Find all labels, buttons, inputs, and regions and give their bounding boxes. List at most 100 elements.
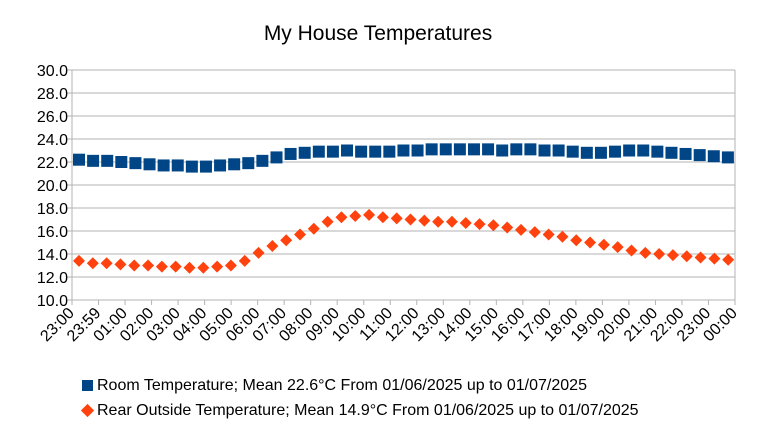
outside-temperature-point: [694, 251, 707, 264]
outside-temperature-point: [722, 253, 735, 266]
y-tick-label: 26.0: [37, 109, 68, 126]
outside-temperature-point: [183, 261, 196, 274]
outside-temperature-point: [349, 210, 362, 223]
outside-temperature-point: [625, 244, 638, 257]
y-axis: 10.0 12.0 14.0 16.0 18.0 20.0 22.0 24.0 26.0 28.0…: [37, 63, 72, 310]
outside-temperature-point: [445, 215, 458, 228]
room-temperature-point: [73, 153, 85, 166]
outside-temperature-point: [501, 221, 514, 234]
legend: Room Temperature; Mean 22.6°C From 01/06…: [80, 373, 639, 423]
y-tick-label: 16.0: [37, 224, 68, 241]
outside-temperature-point: [708, 252, 721, 265]
outside-temperature-point: [418, 214, 431, 227]
room-temperature-point: [721, 151, 734, 164]
room-temperature-point: [199, 160, 212, 173]
room-temperature-point: [355, 145, 368, 158]
outside-temperature-point: [653, 248, 666, 260]
room-temperature-point: [510, 143, 523, 156]
room-temperature-point: [326, 145, 339, 158]
room-temperature-point: [651, 145, 664, 158]
outside-temperature-point: [639, 246, 652, 259]
outside-temperature-point: [266, 239, 279, 252]
outside-temperature-point: [376, 211, 389, 224]
room-temperature-point: [609, 145, 622, 158]
outside-temperature-point: [680, 250, 693, 263]
room-temperature-point: [284, 147, 297, 160]
room-temperature-point: [453, 143, 466, 156]
y-tick-label: 30.0: [37, 63, 68, 80]
legend-diamond-marker: [80, 403, 95, 418]
outside-temperature-point: [252, 246, 265, 259]
room-temperature-point: [115, 156, 128, 168]
room-temperature-point: [594, 146, 607, 159]
y-tick-label: 12.0: [37, 270, 68, 287]
y-tick-label: 14.0: [37, 247, 68, 264]
y-tick-label: 22.0: [37, 155, 68, 172]
room-temperature-point: [143, 158, 156, 171]
outside-temperature-point: [211, 260, 224, 273]
room-temperature-point: [425, 143, 438, 156]
outside-temperature-point: [404, 213, 417, 226]
room-temperature-point: [256, 154, 269, 167]
series-room-temperature: [73, 143, 734, 173]
room-temperature-point: [623, 144, 636, 157]
outside-temperature-point: [666, 249, 679, 262]
chart-title: My House Temperatures: [264, 22, 492, 45]
outside-temperature-point: [142, 259, 155, 272]
room-temperature-point: [298, 146, 311, 159]
y-tick-label: 10.0: [37, 293, 68, 310]
room-temperature-point: [228, 158, 241, 171]
room-temperature-point: [157, 159, 170, 172]
outside-temperature-point: [390, 212, 403, 225]
outside-temperature-point: [363, 208, 376, 221]
room-temperature-point: [566, 145, 579, 158]
x-axis: 23:0023:5901:0002:0003:0004:0005:0006:00…: [37, 300, 741, 345]
outside-temperature-point: [73, 254, 85, 267]
room-temperature-point: [467, 143, 480, 156]
room-temperature-point: [580, 146, 593, 159]
outside-temperature-point: [542, 228, 555, 241]
outside-temperature-point: [556, 230, 569, 243]
room-temperature-point: [397, 144, 410, 157]
legend-item-room: Room Temperature; Mean 22.6°C From 01/06…: [82, 373, 639, 398]
room-temperature-point: [679, 147, 692, 160]
outside-temperature-point: [238, 254, 251, 267]
legend-item-outside: Rear Outside Temperature; Mean 14.9°C Fr…: [80, 398, 639, 423]
outside-temperature-point: [294, 228, 306, 241]
legend-label-outside: Rear Outside Temperature; Mean 14.9°C Fr…: [97, 401, 639, 419]
outside-temperature-point: [570, 234, 583, 247]
room-temperature-point: [341, 144, 354, 157]
room-temperature-point: [185, 160, 198, 173]
room-temperature-point: [665, 146, 678, 159]
room-temperature-point: [101, 154, 114, 167]
outside-temperature-point: [584, 236, 597, 249]
outside-temperature-point: [128, 259, 141, 272]
room-temperature-point: [242, 157, 255, 170]
outside-temperature-point: [155, 260, 168, 273]
room-temperature-point: [383, 145, 396, 158]
outside-temperature-point: [473, 218, 486, 231]
outside-temperature-point: [114, 258, 127, 271]
y-tick-label: 24.0: [37, 132, 68, 149]
room-temperature-point: [524, 143, 537, 156]
outside-temperature-point: [528, 226, 541, 239]
room-temperature-point: [496, 144, 509, 157]
room-temperature-point: [693, 149, 706, 162]
y-tick-label: 28.0: [37, 86, 68, 103]
outside-temperature-point: [335, 211, 348, 224]
room-temperature-point: [369, 145, 382, 158]
outside-temperature-point: [197, 261, 210, 274]
outside-temperature-point: [321, 215, 334, 228]
outside-temperature-point: [169, 260, 182, 273]
outside-temperature-point: [459, 216, 472, 229]
room-temperature-point: [482, 143, 495, 156]
room-temperature-point: [637, 144, 650, 157]
room-temperature-point: [707, 150, 720, 163]
outside-temperature-point: [432, 215, 445, 228]
outside-temperature-point: [611, 241, 624, 254]
room-temperature-point: [87, 154, 100, 167]
room-temperature-point: [411, 144, 424, 157]
y-tick-label: 20.0: [37, 178, 68, 195]
